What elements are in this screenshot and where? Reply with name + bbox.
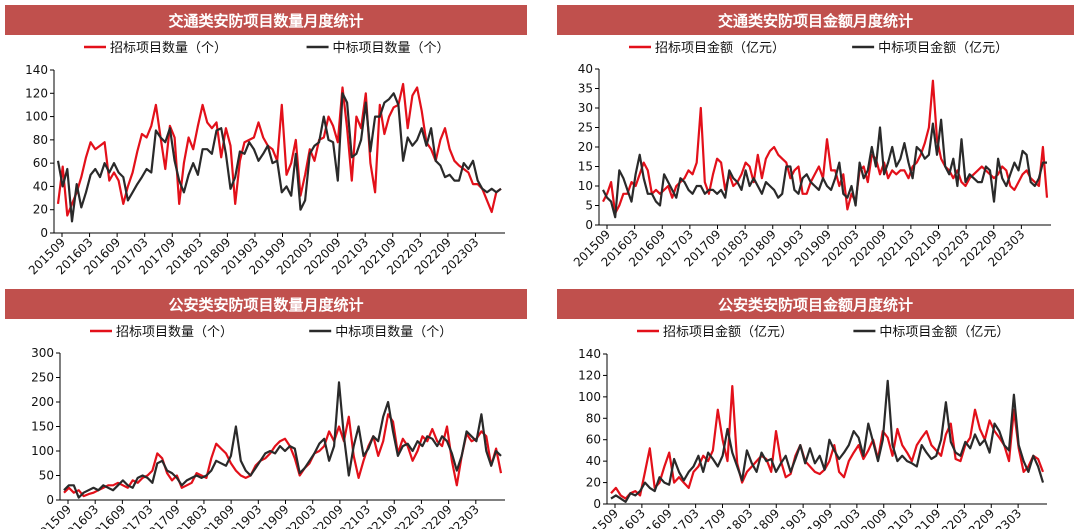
- y-axis: 0 50 100 150 200 250 300: [31, 346, 61, 507]
- series-line-award: [602, 118, 1047, 219]
- y-tick-label: 20: [578, 140, 593, 154]
- chart-title: 交通类安防项目数量月度统计: [5, 5, 527, 35]
- y-tick-label: 40: [578, 62, 593, 76]
- y-tick-label: 0: [585, 218, 593, 232]
- legend-item: 招标项目数量（个）: [84, 41, 227, 56]
- y-tick-label: 140: [25, 63, 48, 77]
- y-tick-label: 60: [33, 156, 48, 170]
- y-axis: 0 20 40 60 80 100 120 140: [25, 63, 55, 240]
- legend: 招标项目金额（亿元） 中标项目金额（亿元）: [629, 40, 1008, 56]
- series-line-award: [56, 92, 502, 223]
- y-tick-label: 250: [31, 371, 54, 385]
- legend-label: 中标项目数量（个）: [333, 41, 450, 56]
- legend-item: 招标项目金额（亿元）: [637, 324, 793, 340]
- chart-panel-traffic-amount: 交通类安防项目金额月度统计 招标项目金额（亿元） 中标项目金额（亿元） 0 5 10 15…: [557, 5, 1074, 270]
- line-chart: 招标项目金额（亿元） 中标项目金额（亿元） 0 5 10 15 20 25 30 35 40 2015…: [571, 40, 1051, 270]
- y-tick-label: 40: [586, 454, 601, 468]
- legend-item: 中标项目数量（个）: [306, 41, 450, 56]
- y-tick-label: 15: [578, 160, 593, 174]
- x-axis: 2015092016032016092017032017092018032018…: [26, 232, 505, 278]
- x-axis: 2015092016032016092017032017092018032018…: [571, 224, 1051, 270]
- series-line-award: [610, 379, 1045, 503]
- y-tick-label: 5: [585, 199, 593, 213]
- line-chart: 招标项目金额（亿元） 中标项目金额（亿元） 0 20 40 60 80 100 120 140 20…: [578, 324, 1047, 529]
- chart-panel-traffic-count: 交通类安防项目数量月度统计 招标项目数量（个） 中标项目数量（个） 0 20 40 60 8…: [5, 5, 527, 278]
- chart-title: 交通类安防项目金额月度统计: [557, 5, 1074, 35]
- y-tick-label: 40: [33, 179, 48, 193]
- y-tick-label: 200: [31, 395, 54, 409]
- legend: 招标项目金额（亿元） 中标项目金额（亿元）: [637, 324, 1009, 340]
- line-chart: 招标项目数量（个） 中标项目数量（个） 0 50 100 150 200 250 300 2015…: [31, 325, 505, 529]
- y-tick-label: 60: [586, 433, 601, 447]
- legend-item: 中标项目金额（亿元）: [853, 324, 1009, 340]
- y-tick-label: 120: [578, 368, 601, 382]
- chart-title: 公安类安防项目金额月度统计: [557, 289, 1074, 319]
- chart-panel-police-amount: 公安类安防项目金额月度统计 招标项目金额（亿元） 中标项目金额（亿元） 0 20 40 6…: [557, 289, 1074, 529]
- y-tick-label: 20: [33, 203, 48, 217]
- legend: 招标项目数量（个） 中标项目数量（个）: [84, 41, 450, 56]
- legend-label: 招标项目数量（个）: [116, 325, 233, 340]
- y-tick-label: 80: [586, 411, 601, 425]
- series-line-bid: [610, 384, 1045, 500]
- y-tick-label: 100: [578, 390, 601, 404]
- series-line-bid: [602, 79, 1049, 215]
- y-tick-label: 0: [593, 497, 601, 511]
- y-tick-label: 150: [31, 420, 54, 434]
- y-tick-label: 140: [578, 347, 601, 361]
- y-tick-label: 35: [578, 82, 593, 96]
- x-axis: 2015092016032016092017032017092018032018…: [579, 503, 1047, 529]
- line-chart: 招标项目数量（个） 中标项目数量（个） 0 20 40 60 80 100 120 140 2015…: [25, 41, 505, 278]
- legend-item: 中标项目数量（个）: [309, 325, 452, 340]
- y-tick-label: 50: [39, 469, 54, 483]
- legend-label: 中标项目金额（亿元）: [878, 40, 1008, 56]
- y-tick-label: 80: [33, 133, 48, 147]
- y-tick-label: 25: [578, 121, 593, 135]
- legend-label: 中标项目数量（个）: [335, 325, 452, 340]
- y-tick-label: 100: [25, 110, 48, 124]
- series-line-award: [63, 381, 502, 499]
- y-tick-label: 0: [40, 226, 48, 240]
- series-line-bid: [63, 413, 503, 498]
- chart-panel-police-count: 公安类安防项目数量月度统计 招标项目数量（个） 中标项目数量（个） 0 50 100 15…: [5, 289, 527, 529]
- y-tick-label: 20: [586, 476, 601, 490]
- legend-label: 招标项目金额（亿元）: [663, 324, 793, 340]
- legend: 招标项目数量（个） 中标项目数量（个）: [90, 325, 452, 340]
- y-tick-label: 120: [25, 86, 48, 100]
- legend-label: 中标项目金额（亿元）: [879, 324, 1009, 340]
- y-axis: 0 5 10 15 20 25 30 35 40: [578, 62, 600, 232]
- y-axis: 0 20 40 60 80 100 120 140: [578, 347, 608, 511]
- legend-label: 招标项目数量（个）: [110, 41, 227, 56]
- legend-label: 招标项目金额（亿元）: [655, 40, 785, 56]
- y-tick-label: 300: [31, 346, 54, 360]
- legend-item: 招标项目数量（个）: [90, 325, 233, 340]
- y-tick-label: 10: [578, 179, 593, 193]
- legend-item: 招标项目金额（亿元）: [629, 40, 785, 56]
- x-axis: 2015092016032016092017032017092018032018…: [32, 499, 505, 529]
- y-tick-label: 100: [31, 444, 54, 458]
- y-tick-label: 0: [46, 493, 54, 507]
- y-tick-label: 30: [578, 101, 593, 115]
- legend-item: 中标项目金额（亿元）: [852, 40, 1008, 56]
- chart-title: 公安类安防项目数量月度统计: [5, 289, 527, 319]
